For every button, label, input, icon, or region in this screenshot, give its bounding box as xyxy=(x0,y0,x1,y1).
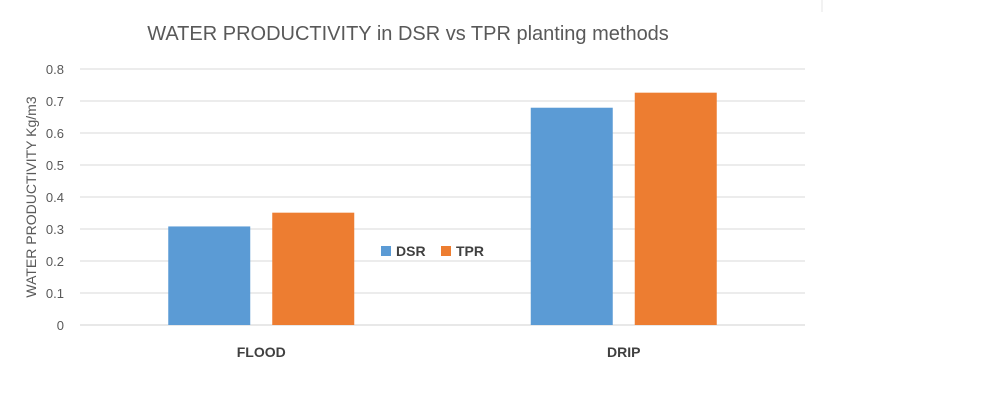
y-tick-label: 0.7 xyxy=(46,94,64,109)
y-tick-label: 0.5 xyxy=(46,158,64,173)
bar-dsr-flood xyxy=(168,226,251,325)
y-tick-label: 0.8 xyxy=(46,62,64,77)
chart-title: WATER PRODUCTIVITY in DSR vs TPR plantin… xyxy=(147,23,669,45)
x-tick-label: FLOOD xyxy=(237,344,286,360)
y-tick-label: 0.2 xyxy=(46,254,64,269)
y-tick-label: 0.1 xyxy=(46,286,64,301)
legend-label-tpr: TPR xyxy=(456,243,484,259)
legend-label-dsr: DSR xyxy=(396,243,426,259)
x-tick-label: DRIP xyxy=(607,344,640,360)
bar-tpr-drip xyxy=(634,92,717,326)
bar-tpr-flood xyxy=(272,212,355,325)
y-tick-label: 0 xyxy=(57,318,64,333)
y-tick-label: 0.3 xyxy=(46,222,64,237)
legend-swatch-dsr xyxy=(381,246,391,256)
y-tick-label: 0.4 xyxy=(46,190,64,205)
y-axis-label: WATER PRODUCTIVITY Kg/m3 xyxy=(23,96,39,297)
y-tick-label: 0.6 xyxy=(46,126,64,141)
bar-dsr-drip xyxy=(530,107,613,325)
legend-swatch-tpr xyxy=(441,246,451,256)
